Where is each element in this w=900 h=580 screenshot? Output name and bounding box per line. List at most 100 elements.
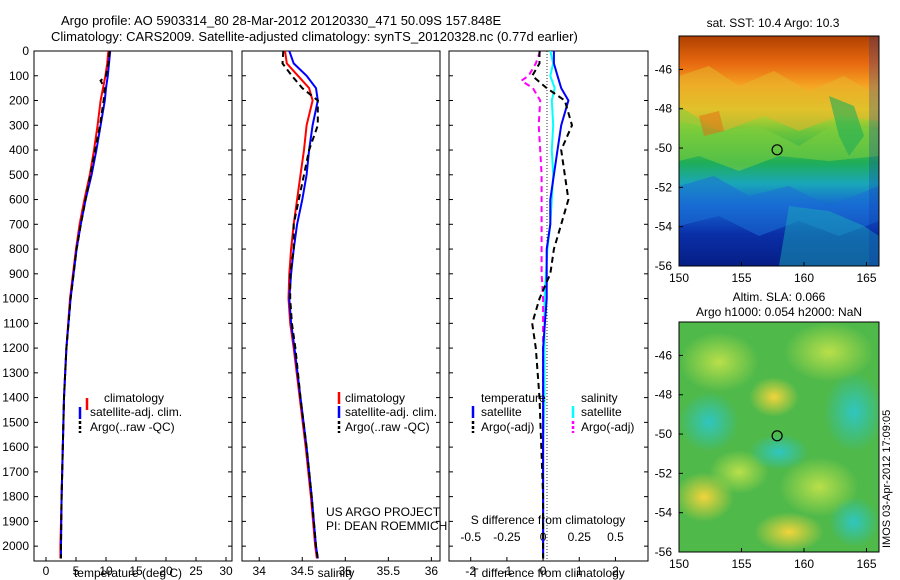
sla-map-title: Altim. SLA: 0.066: [733, 290, 826, 304]
series-line-satellite-adj: [288, 51, 319, 559]
x-tick-label: 2: [612, 564, 619, 578]
temperature-lines: [59, 51, 112, 559]
x-tick-label: 0: [540, 564, 547, 578]
project-credit: US ARGO PROJECT: [326, 505, 441, 519]
salinity-panel: 34 34.5 35 35.5 36 salinity climatology sate…: [241, 50, 447, 580]
x-tick-label: 30: [219, 564, 233, 578]
depth-tick-label: 1500: [2, 415, 29, 429]
salinity-x-axis: 34 34.5 35 35.5 36: [253, 557, 439, 578]
x-tick-label: -1: [502, 564, 513, 578]
depth-tick-label: 500: [9, 168, 29, 182]
depth-tick-label: 1900: [2, 514, 29, 528]
map-y-tick-label: -48: [655, 102, 673, 116]
depth-tick-label: 1400: [2, 391, 29, 405]
legend-label-argo: Argo(..raw -QC): [90, 420, 175, 434]
salinity-lines: [281, 51, 319, 559]
x-tick-label: 34: [253, 564, 267, 578]
series-line-satellite-adj: [60, 51, 112, 559]
depth-tick-label: 1200: [2, 341, 29, 355]
legend-label-satellite: satellite-adj. clim.: [90, 405, 182, 419]
sst-map-frame: [678, 35, 880, 267]
depth-tick-label: 700: [9, 217, 29, 231]
map-y-tick-label: -56: [655, 259, 673, 273]
s-tick-label: -0.25: [493, 530, 521, 544]
legend-label-climatology: climatology: [104, 391, 164, 405]
pi-credit: PI: DEAN ROEMMICH: [326, 519, 447, 533]
legend-label-s-satellite: satellite: [581, 405, 622, 419]
map-y-tick-label: -48: [655, 388, 673, 402]
salinity-legend: climatology satellite-adj. clim. Argo(..…: [337, 391, 437, 434]
x-tick-label: -2: [465, 564, 476, 578]
depth-tick-label: 600: [9, 193, 29, 207]
difference-lines: [519, 51, 574, 559]
salinity-axes-box: [241, 50, 441, 562]
temperature-legend: climatology satellite-adj. clim. Argo(..…: [78, 391, 182, 434]
x-tick-label: 15: [129, 564, 143, 578]
figure-title-line1: Argo profile: AO 5903314_80 28-Mar-2012 …: [61, 13, 502, 28]
x-tick-label: 35: [339, 564, 353, 578]
argo-float-marker: [771, 144, 783, 156]
difference-axes-box: [448, 50, 649, 562]
imos-watermark: IMOS 03-Apr-2012 17:09:05: [881, 410, 893, 548]
map-x-tick-label: 165: [856, 271, 876, 285]
map-y-tick-label: -56: [655, 545, 673, 559]
x-tick-label: 10: [99, 564, 113, 578]
x-tick-label: 25: [189, 564, 203, 578]
depth-tick-label: 1700: [2, 465, 29, 479]
map-x-tick-label: 150: [669, 557, 689, 571]
depth-axis: 0 100 200 300 400 500 600 700 800 900 1000 1100 1200…: [2, 44, 648, 553]
s-difference-x-axis: -0.5 -0.25 0 0.25 0.5: [460, 530, 624, 544]
map-y-tick-label: -54: [655, 220, 673, 234]
depth-tick-label: 1800: [2, 490, 29, 504]
map-y-tick-label: -52: [655, 466, 673, 480]
legend-label-argo: Argo(..raw -QC): [345, 420, 430, 434]
series-line-s-argo: [519, 51, 545, 559]
x-tick-label: 1: [576, 564, 583, 578]
sst-map-title: sat. SST: 10.4 Argo: 10.3: [707, 16, 840, 30]
sla-map-frame: [678, 321, 880, 553]
legend-label-s-argo: Argo(-adj): [581, 420, 634, 434]
x-tick-label: 0: [43, 564, 50, 578]
salinity-xlabel: salinity: [318, 566, 355, 580]
x-tick-label: 36: [425, 564, 439, 578]
argo-float-marker: [771, 430, 783, 442]
legend-label-t-satellite: satellite: [481, 405, 522, 419]
temperature-axes-box: [33, 50, 233, 562]
sst-map: sat. SST: 10.4 Argo: 10.3 150 155 160 165 -4…: [655, 16, 880, 285]
sla-map-subtitle: Argo h1000: 0.054 h2000: NaN: [696, 305, 862, 319]
map-x-tick-label: 160: [794, 557, 814, 571]
temperature-xlabel: temperature (deg C): [74, 566, 182, 580]
sst-map-axes: 150 155 160 165 -46 -48 -50 -52 -54 -56: [655, 62, 877, 285]
depth-tick-label: 1000: [2, 292, 29, 306]
map-x-tick-label: 165: [856, 557, 876, 571]
series-line-s-satellite: [542, 51, 556, 559]
map-y-tick-label: -50: [655, 427, 673, 441]
difference-panel: -2 -1 0 1 2 -0.5 -0.25 0 0.25 0.5 S difference f…: [448, 50, 649, 580]
sla-map-image: [679, 322, 879, 552]
legend-label-climatology: climatology: [345, 391, 405, 405]
x-tick-label: 5: [73, 564, 80, 578]
map-y-tick-label: -46: [655, 348, 673, 362]
legend-title-temperature: temperature: [481, 391, 546, 405]
s-tick-label: -0.5: [460, 530, 481, 544]
depth-tick-label: 300: [9, 118, 29, 132]
depth-tick-label: 800: [9, 242, 29, 256]
series-line-argo: [60, 51, 111, 559]
difference-legend: temperature salinity satellite Argo(-adj…: [471, 391, 634, 434]
map-y-tick-label: -46: [655, 62, 673, 76]
legend-label-t-argo: Argo(-adj): [481, 420, 534, 434]
depth-tick-label: 200: [9, 94, 29, 108]
depth-tick-label: 2000: [2, 539, 29, 553]
map-y-tick-label: -50: [655, 141, 673, 155]
x-tick-label: 35.5: [377, 564, 401, 578]
t-difference-x-axis: -2 -1 0 1 2: [465, 557, 619, 578]
sla-map: Altim. SLA: 0.066 Argo h1000: 0.054 h200…: [655, 290, 893, 571]
map-x-tick-label: 155: [731, 557, 751, 571]
map-y-tick-label: -52: [655, 180, 673, 194]
depth-tick-label: 900: [9, 267, 29, 281]
t-difference-label: T difference from climatology: [471, 566, 625, 580]
depth-tick-label: 0: [22, 44, 29, 58]
s-difference-label: S difference from climatology: [471, 513, 626, 527]
series-line-t-argo: [530, 51, 574, 559]
